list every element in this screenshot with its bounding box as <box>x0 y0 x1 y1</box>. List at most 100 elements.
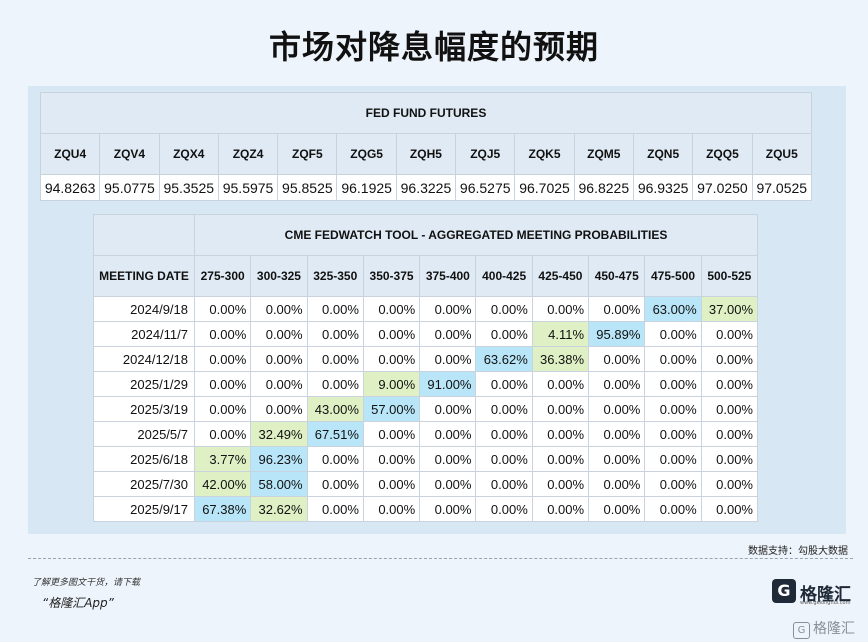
fed-futures-value-row: 94.8263 95.0775 95.3525 95.5975 95.8525 … <box>39 174 813 201</box>
logo-url: www.gelonghui.com <box>800 600 851 606</box>
contract-header: ZQG5 <box>336 133 397 175</box>
meeting-row: 2025/9/17 67.38% 32.62% 0.00% 0.00% 0.00% 0.00… <box>93 496 759 522</box>
divider <box>28 558 853 559</box>
meeting-date-header: MEETING DATE <box>93 255 195 297</box>
contract-header: ZQU5 <box>751 133 813 175</box>
probability-cell: 0.00% <box>700 496 759 522</box>
probability-cell: 0.00% <box>250 296 308 322</box>
rate-range-header: 325-350 <box>306 255 364 297</box>
data-source-note: 数据支持：勾股大数据 <box>748 546 848 557</box>
probability-cell: 0.00% <box>306 496 364 522</box>
contract-header: ZQQ5 <box>692 133 753 175</box>
probability-cell: 0.00% <box>419 421 477 447</box>
logo-name: 格隆汇 <box>800 585 851 605</box>
probability-cell: 0.00% <box>475 421 533 447</box>
probability-cell: 0.00% <box>700 446 759 472</box>
promo-text: 了解更多图文干货，请下载 <box>32 578 141 588</box>
probability-cell: 4.11% <box>531 321 590 347</box>
corner-cell <box>93 214 195 256</box>
probability-cell: 0.00% <box>531 296 590 322</box>
contract-header: ZQF5 <box>277 133 338 175</box>
probability-cell: 32.49% <box>250 421 308 447</box>
meeting-row: 2025/5/7 0.00% 32.49% 67.51% 0.00% 0.00% 0.00%… <box>93 421 759 447</box>
probability-cell: 3.77% <box>193 446 252 472</box>
rate-range-header: 375-400 <box>419 255 477 297</box>
contract-price: 95.8525 <box>277 174 338 201</box>
probability-cell: 0.00% <box>419 296 477 322</box>
probability-cell: 36.38% <box>531 346 590 372</box>
probability-cell: 0.00% <box>588 496 646 522</box>
contract-header: ZQM5 <box>573 133 634 175</box>
probability-cell: 0.00% <box>531 371 590 397</box>
probability-cell: 0.00% <box>700 371 759 397</box>
meeting-date: 2024/12/18 <box>93 346 195 372</box>
probability-cell: 0.00% <box>475 321 533 347</box>
contract-header: ZQJ5 <box>455 133 516 175</box>
meeting-row: 2025/1/29 0.00% 0.00% 0.00% 9.00% 91.00% 0.00%… <box>93 371 759 397</box>
contract-header: ZQK5 <box>514 133 575 175</box>
probability-cell: 0.00% <box>531 471 590 497</box>
contract-price: 95.3525 <box>158 174 219 201</box>
contract-header: ZQX4 <box>158 133 219 175</box>
probability-cell: 0.00% <box>193 421 252 447</box>
meeting-row: 2025/6/18 3.77% 96.23% 0.00% 0.00% 0.00% 0.00%… <box>93 446 759 472</box>
probability-cell: 0.00% <box>419 346 477 372</box>
probability-cell: 0.00% <box>588 421 646 447</box>
probability-cell: 0.00% <box>644 371 702 397</box>
probability-cell: 91.00% <box>419 371 477 397</box>
rate-range-header: 275-300 <box>193 255 252 297</box>
probability-cell: 0.00% <box>362 321 421 347</box>
rate-range-header: 475-500 <box>644 255 702 297</box>
contract-price: 95.0775 <box>99 174 160 201</box>
probability-cell: 0.00% <box>644 421 702 447</box>
rate-range-header: 300-325 <box>250 255 308 297</box>
contract-price: 96.9325 <box>632 174 694 201</box>
probability-cell: 0.00% <box>644 396 702 422</box>
rate-range-header: 425-450 <box>531 255 590 297</box>
contract-price: 94.8263 <box>39 174 101 201</box>
probability-cell: 0.00% <box>362 346 421 372</box>
probability-cell: 67.51% <box>306 421 364 447</box>
probability-cell: 0.00% <box>193 396 252 422</box>
probability-cell: 0.00% <box>475 446 533 472</box>
probability-cell: 0.00% <box>644 471 702 497</box>
probability-cell: 0.00% <box>531 421 590 447</box>
fed-fund-futures-table: FED FUND FUTURES ZQU4 ZQV4 ZQX4 ZQZ4 ZQF… <box>39 92 813 201</box>
probability-cell: 0.00% <box>306 321 364 347</box>
probability-cell: 0.00% <box>250 371 308 397</box>
probability-cell: 0.00% <box>700 421 759 447</box>
probability-cell: 0.00% <box>588 471 646 497</box>
probability-cell: 0.00% <box>644 346 702 372</box>
meeting-date: 2025/5/7 <box>93 421 195 447</box>
rate-range-header: 350-375 <box>362 255 421 297</box>
probability-cell: 0.00% <box>362 471 421 497</box>
probability-cell: 0.00% <box>419 396 477 422</box>
probability-cell: 0.00% <box>475 371 533 397</box>
probability-cell: 0.00% <box>193 346 252 372</box>
probability-cell: 0.00% <box>644 321 702 347</box>
meeting-date: 2024/11/7 <box>93 321 195 347</box>
probability-cell: 0.00% <box>193 371 252 397</box>
probability-cell: 95.89% <box>588 321 646 347</box>
meeting-date: 2025/1/29 <box>93 371 195 397</box>
probability-cell: 0.00% <box>475 396 533 422</box>
probability-cell: 43.00% <box>306 396 364 422</box>
contract-header: ZQV4 <box>99 133 160 175</box>
cme-table-title: CME FEDWATCH TOOL - AGGREGATED MEETING P… <box>194 214 758 256</box>
probability-cell: 0.00% <box>644 496 702 522</box>
rate-range-header: 400-425 <box>475 255 533 297</box>
probability-cell: 57.00% <box>362 396 421 422</box>
contract-price: 97.0250 <box>692 174 753 201</box>
probability-cell: 0.00% <box>362 446 421 472</box>
probability-cell: 0.00% <box>306 346 364 372</box>
rate-range-header: 450-475 <box>588 255 646 297</box>
rate-range-header: 500-525 <box>700 255 759 297</box>
probability-cell: 0.00% <box>588 296 646 322</box>
meeting-date: 2025/9/17 <box>93 496 195 522</box>
probability-cell: 0.00% <box>588 446 646 472</box>
probability-cell: 0.00% <box>531 446 590 472</box>
cme-header-row: MEETING DATE 275-300 300-325 325-350 350… <box>93 255 759 297</box>
brand-logo: G 格隆汇 www.gelonghui.com <box>772 579 852 607</box>
meeting-date: 2024/9/18 <box>93 296 195 322</box>
probability-cell: 0.00% <box>306 371 364 397</box>
